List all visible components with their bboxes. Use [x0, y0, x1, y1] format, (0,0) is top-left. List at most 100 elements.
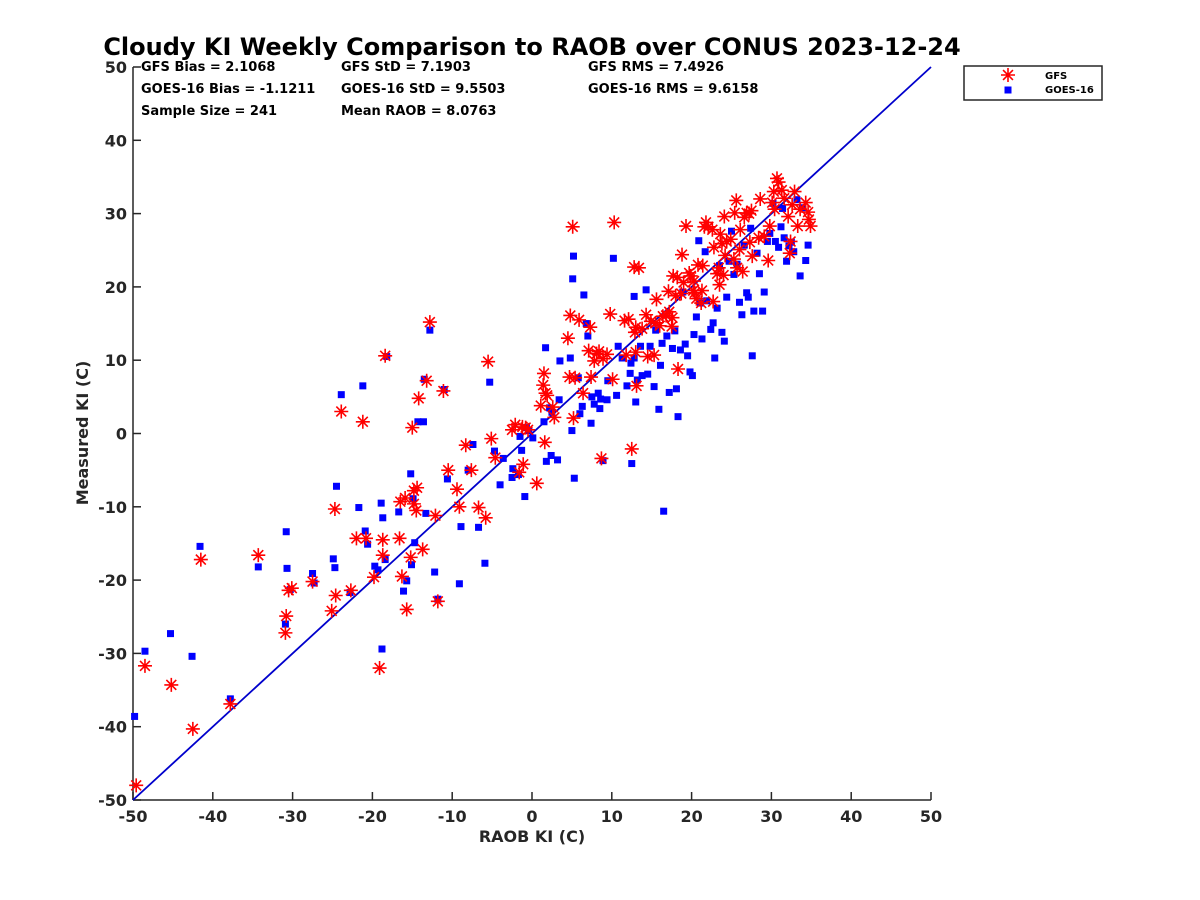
gfs-point	[670, 270, 685, 285]
goes16-point	[331, 564, 339, 572]
gfs-point	[284, 581, 299, 596]
gfs-point	[719, 234, 734, 249]
gfs-point	[372, 661, 387, 676]
x-tick-label: 50	[920, 807, 942, 826]
goes16-point	[566, 354, 574, 362]
gfs-point	[695, 258, 710, 273]
gfs-point	[185, 721, 200, 736]
goes16-point	[556, 357, 564, 365]
gfs-point	[441, 463, 456, 478]
gfs-point	[664, 319, 679, 334]
gfs-point	[765, 195, 780, 210]
gfs-point	[666, 268, 681, 283]
gfs-point	[683, 268, 698, 283]
goes16-point	[337, 391, 345, 399]
goes16-point	[656, 361, 664, 369]
x-tick-label: 30	[760, 807, 782, 826]
goes16-point	[802, 257, 810, 265]
goes16-point	[457, 523, 465, 531]
gfs-point	[334, 404, 349, 419]
goes16-point	[281, 620, 289, 628]
goes16-point	[167, 630, 175, 638]
x-tick-label: -40	[198, 807, 227, 826]
gfs-point	[649, 292, 664, 307]
goes16-point	[748, 352, 756, 360]
goes16-point	[686, 368, 694, 376]
gfs-point	[694, 283, 709, 298]
gfs-point	[757, 229, 772, 244]
goes16-point	[804, 241, 812, 249]
gfs-point	[790, 219, 805, 234]
goes16-point	[576, 410, 584, 418]
goes16-point	[542, 344, 550, 352]
gfs-point	[512, 465, 527, 480]
gfs-point	[406, 496, 421, 511]
goes16-point	[671, 327, 679, 335]
gfs-point	[714, 236, 729, 251]
gfs-point	[533, 398, 548, 413]
gfs-point	[452, 499, 467, 514]
gfs-point	[536, 378, 551, 393]
gfs-point	[675, 247, 690, 262]
goes16-point	[496, 481, 504, 489]
goes16-point	[743, 289, 751, 297]
gfs-point	[735, 264, 750, 279]
goes16-point	[596, 405, 604, 413]
series-goes16	[131, 196, 812, 720]
gfs-point	[785, 197, 800, 212]
goes16-point	[569, 252, 577, 260]
gfs-point	[563, 308, 578, 323]
gfs-point	[742, 235, 757, 250]
goes16-point	[371, 562, 379, 570]
goes16-point	[597, 395, 605, 403]
goes16-point	[588, 393, 596, 401]
goes16-point	[642, 286, 650, 294]
goes16-point	[674, 413, 682, 421]
stat-sample-size: Sample Size = 241	[141, 104, 277, 119]
legend: GFS GOES-16	[963, 65, 1103, 101]
goes16-point	[355, 504, 363, 512]
goes16-point	[518, 446, 526, 454]
goes16-point	[779, 204, 787, 212]
goes16-point	[766, 229, 774, 237]
goes16-point	[609, 254, 617, 262]
goes16-point	[613, 391, 621, 399]
goes16-point	[542, 457, 550, 465]
y-tick-label: -50	[98, 791, 127, 810]
goes16-point	[426, 326, 434, 334]
gfs-point	[674, 286, 689, 301]
goes16-point	[508, 473, 516, 481]
gfs-point	[643, 314, 658, 329]
gfs-point	[744, 203, 759, 218]
gfs-point	[713, 227, 728, 242]
gfs-point	[366, 570, 381, 585]
gfs-point	[723, 232, 738, 247]
gfs-point	[305, 574, 320, 589]
gfs-point	[394, 569, 409, 584]
goes16-point	[730, 270, 738, 278]
gfs-point	[164, 677, 179, 692]
gfs-point	[410, 480, 425, 495]
goes16-point	[407, 470, 415, 478]
goes16-point	[614, 342, 622, 350]
goes16-point	[775, 243, 783, 251]
gfs-point	[415, 542, 430, 557]
gfs-point	[774, 183, 789, 198]
gfs-point	[751, 230, 766, 245]
goes16-point	[377, 499, 385, 507]
gfs-point	[753, 191, 768, 206]
stat-mean-raob: Mean RAOB = 8.0763	[341, 104, 496, 119]
goes16-point	[695, 237, 703, 245]
goes16-point	[521, 493, 529, 501]
gfs-point	[560, 331, 575, 346]
goes16-point	[760, 288, 768, 296]
goes16-point	[701, 248, 709, 256]
gfs-point	[419, 373, 434, 388]
goes16-point	[723, 293, 731, 301]
gfs-point	[798, 195, 813, 210]
y-tick-label: 10	[105, 351, 127, 370]
legend-goes16-marker	[1004, 86, 1012, 94]
goes16-point	[443, 475, 451, 483]
gfs-point	[129, 778, 144, 793]
